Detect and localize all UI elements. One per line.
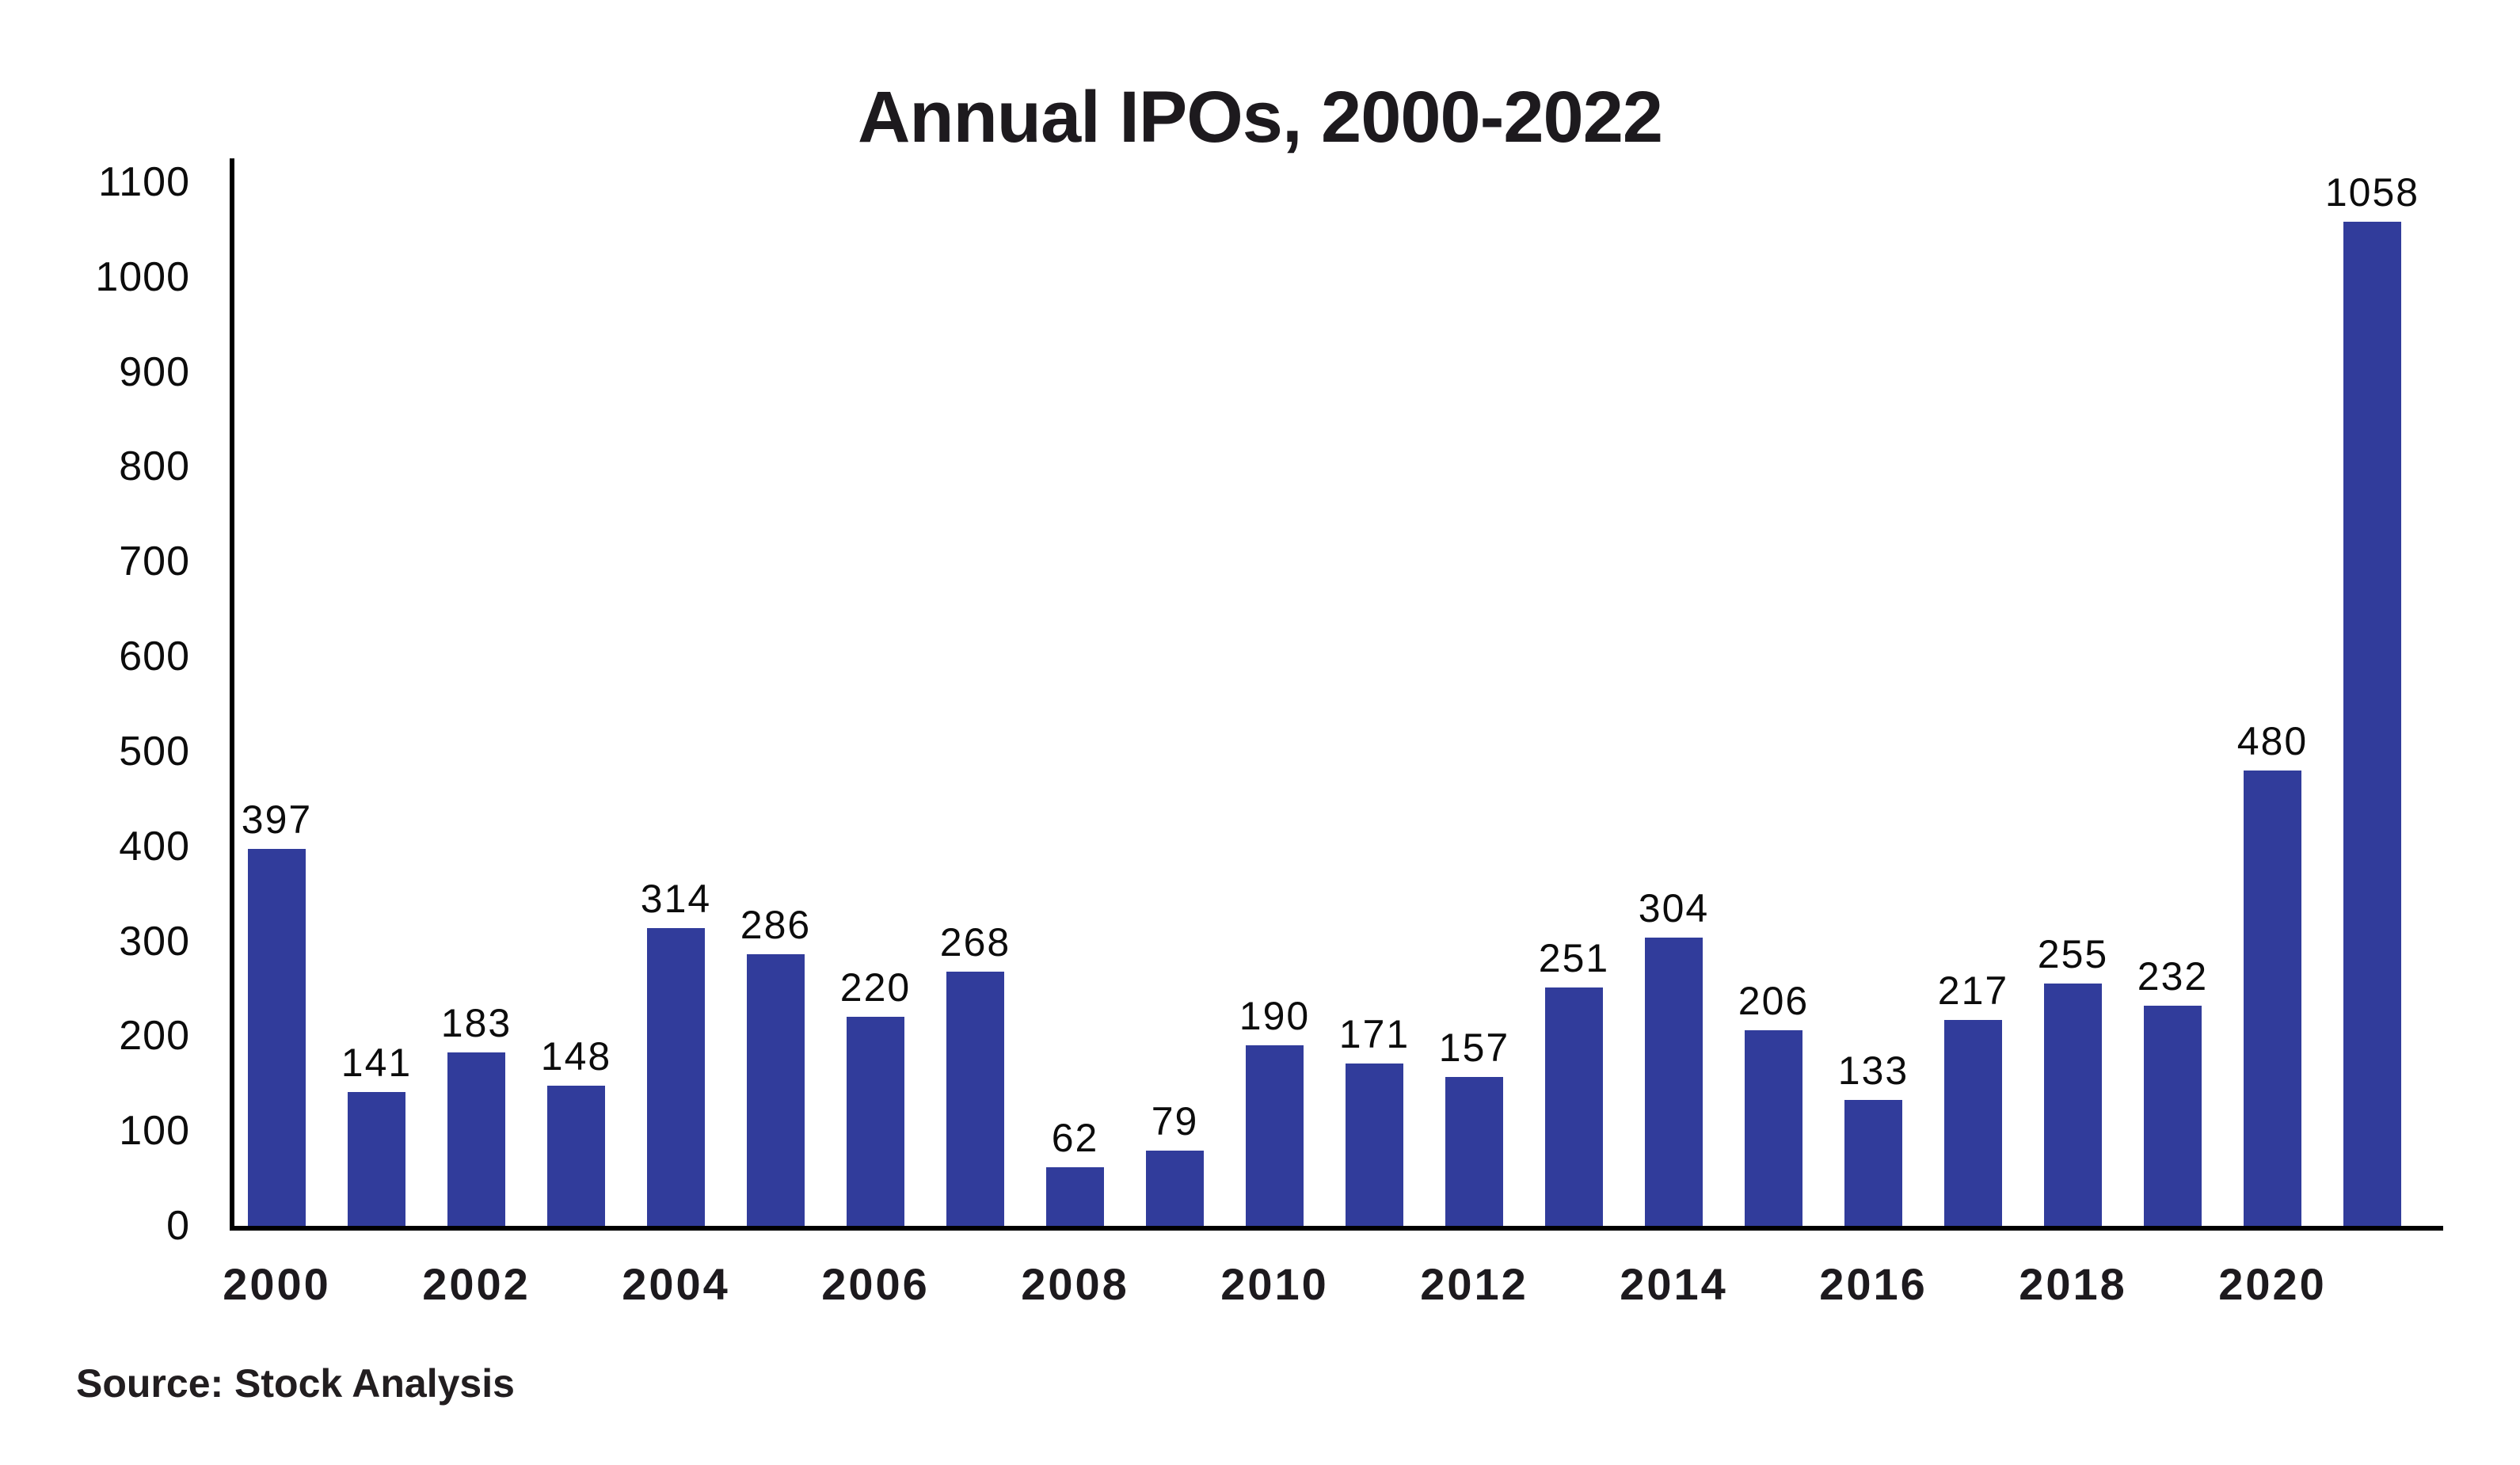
y-tick-label: 800 (119, 443, 190, 490)
bar (1346, 1064, 1403, 1226)
bar-value-label: 220 (839, 965, 912, 1010)
bar-value-label: 314 (640, 876, 712, 921)
bar-value-label: 268 (939, 919, 1011, 965)
bar-value-label: 480 (2236, 718, 2309, 763)
x-axis-line (230, 1226, 2443, 1231)
bar (747, 954, 805, 1226)
bar-value-label: 190 (1239, 994, 1311, 1039)
bar-value-label: 141 (341, 1041, 413, 1086)
bar (946, 971, 1004, 1226)
bar (1046, 1166, 1104, 1226)
x-tick-label: 2000 (223, 1259, 331, 1309)
y-axis-line (230, 158, 234, 1231)
bar (1545, 987, 1603, 1226)
x-tick-label: 2008 (1021, 1259, 1129, 1309)
y-tick-label: 400 (119, 823, 190, 869)
y-tick-label: 500 (119, 728, 190, 774)
x-tick-label: 2010 (1220, 1259, 1329, 1309)
bar-value-label: 206 (1738, 979, 1810, 1024)
source-note: Source: Stock Analysis (76, 1361, 515, 1406)
y-tick-label: 700 (119, 538, 190, 585)
bar (2244, 770, 2301, 1226)
bar (647, 927, 705, 1226)
y-tick-label: 300 (119, 918, 190, 965)
bar (1445, 1076, 1503, 1226)
x-tick-label: 2020 (2218, 1259, 2327, 1309)
y-tick-label: 1000 (95, 253, 190, 300)
bar-value-label: 1058 (2324, 170, 2420, 215)
bar (348, 1092, 405, 1226)
bar (248, 849, 306, 1226)
bar (2343, 222, 2401, 1226)
x-tick-label: 2006 (821, 1259, 930, 1309)
bar-value-label: 148 (540, 1033, 612, 1079)
bar-value-label: 79 (1151, 1099, 1199, 1144)
y-tick-label: 900 (119, 348, 190, 395)
x-tick-label: 2002 (422, 1259, 531, 1309)
bar-value-label: 304 (1638, 885, 1710, 930)
bar (1246, 1045, 1304, 1226)
bar (1844, 1099, 1902, 1226)
bar (1745, 1030, 1802, 1226)
bar (1146, 1151, 1204, 1226)
bar (2044, 984, 2102, 1226)
bar-value-label: 397 (241, 797, 313, 843)
chart-title: Annual IPOs, 2000-2022 (857, 77, 1663, 158)
bar (1645, 937, 1703, 1226)
bar-value-label: 157 (1438, 1025, 1510, 1070)
bar (1944, 1019, 2002, 1226)
bar-value-label: 183 (440, 1000, 512, 1045)
x-tick-label: 2018 (2019, 1259, 2127, 1309)
bar (2144, 1006, 2202, 1226)
bar (847, 1017, 904, 1226)
bar-value-label: 232 (2137, 954, 2209, 999)
bar (547, 1085, 605, 1226)
y-tick-label: 100 (119, 1108, 190, 1155)
x-tick-label: 2004 (622, 1259, 730, 1309)
bar-value-label: 251 (1538, 936, 1610, 981)
x-tick-label: 2012 (1420, 1259, 1528, 1309)
bar-value-label: 133 (1837, 1048, 1909, 1093)
y-tick-label: 1100 (98, 159, 190, 205)
y-tick-label: 200 (119, 1013, 190, 1060)
bar-value-label: 171 (1338, 1012, 1410, 1057)
x-tick-label: 2014 (1620, 1259, 1728, 1309)
bar (447, 1052, 505, 1226)
bar-value-label: 286 (740, 903, 812, 948)
bar-value-label: 255 (2037, 932, 2109, 977)
y-tick-label: 600 (119, 634, 190, 680)
bar-value-label: 62 (1051, 1115, 1099, 1160)
x-tick-label: 2016 (1819, 1259, 1928, 1309)
bar-value-label: 217 (1937, 968, 2009, 1013)
y-tick-label: 0 (166, 1203, 190, 1249)
